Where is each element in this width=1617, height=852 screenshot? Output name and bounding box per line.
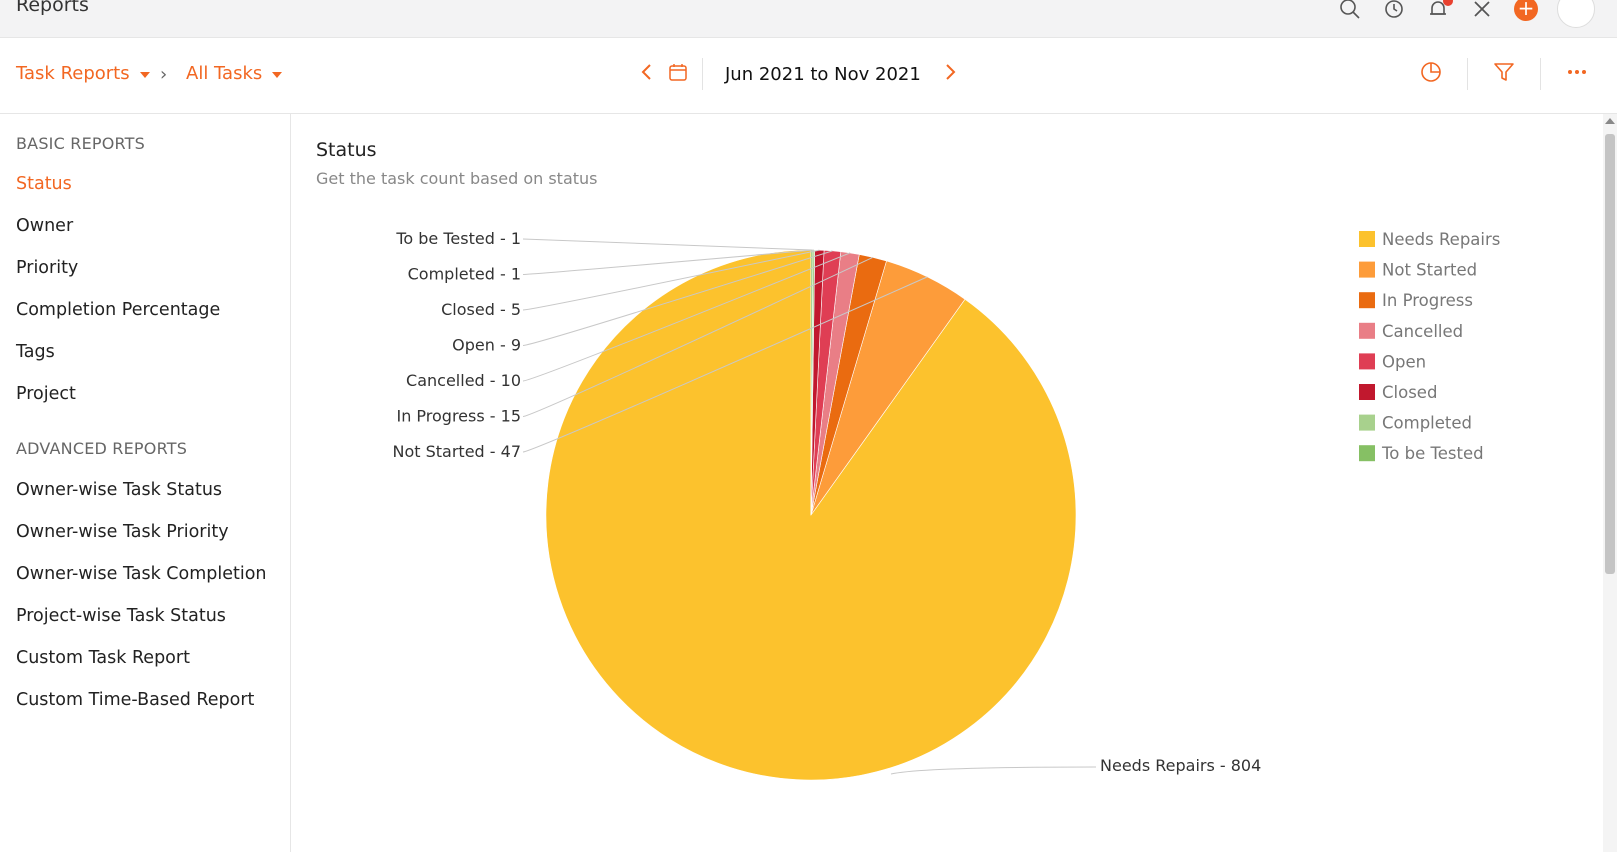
connector-line (522, 256, 874, 417)
legend-swatch-closed[interactable] (1359, 384, 1375, 400)
data-label-closed: Closed - 5 (441, 300, 521, 319)
avatar[interactable] (1557, 0, 1595, 28)
clock-icon[interactable] (1381, 0, 1407, 22)
data-label-not-started: Not Started - 47 (392, 442, 521, 461)
legend-label-not-started[interactable]: Not Started (1382, 261, 1477, 280)
report-type-dropdown[interactable]: Task Reports (16, 63, 150, 84)
filter-icon[interactable] (1492, 60, 1516, 88)
scroll-thumb[interactable] (1605, 134, 1615, 574)
date-range-label[interactable]: Jun 2021 to Nov 2021 (725, 63, 921, 85)
chart-type-icon[interactable] (1419, 60, 1443, 88)
data-label-in-progress: In Progress - 15 (396, 407, 521, 426)
connector-line (522, 238, 812, 251)
basic-reports-heading: BASIC REPORTS (16, 134, 146, 153)
next-range-icon[interactable] (943, 63, 957, 85)
task-filter-dropdown[interactable]: All Tasks (186, 63, 283, 84)
scrollbar[interactable] (1603, 114, 1617, 852)
connector-line (522, 249, 820, 311)
report-toolbar: Task Reports › All Tasks Jun 2021 to Nov… (0, 38, 1617, 114)
sidebar-item-project-wise-task-status[interactable]: Project-wise Task Status (16, 606, 226, 626)
breadcrumb-separator-icon: › (160, 64, 168, 85)
sidebar-item-completion-percentage[interactable]: Completion Percentage (16, 300, 221, 320)
legend-label-to-be-tested[interactable]: To be Tested (1381, 444, 1484, 463)
task-filter-label: All Tasks (186, 63, 263, 84)
prev-range-icon[interactable] (640, 63, 654, 85)
sidebar-item-custom-task-report[interactable]: Custom Task Report (16, 648, 190, 668)
legend-swatch-not-started[interactable] (1359, 261, 1375, 278)
app-title: Reports (16, 0, 89, 16)
legend-swatch-in-progress[interactable] (1359, 292, 1375, 309)
date-navigator: Jun 2021 to Nov 2021 (640, 58, 957, 90)
calendar-icon[interactable] (668, 62, 688, 86)
legend-label-open[interactable]: Open (1382, 352, 1426, 371)
tools-icon[interactable] (1469, 0, 1495, 22)
sidebar-item-custom-time-based-report[interactable]: Custom Time-Based Report (16, 690, 255, 710)
legend-label-cancelled[interactable]: Cancelled (1382, 322, 1463, 341)
sidebar-item-tags[interactable]: Tags (16, 342, 55, 362)
legend-swatch-needs-repairs[interactable] (1359, 231, 1375, 247)
advanced-reports-heading: ADVANCED REPORTS (16, 439, 188, 458)
connector-line (890, 766, 1097, 775)
report-subtitle: Get the task count based on status (316, 169, 598, 188)
legend-swatch-open[interactable] (1359, 353, 1375, 370)
legend-swatch-cancelled[interactable] (1359, 322, 1375, 339)
bell-icon[interactable] (1425, 0, 1453, 22)
report-panel: Status Get the task count based on statu… (291, 114, 1617, 852)
sidebar-item-owner-wise-task-status[interactable]: Owner-wise Task Status (16, 480, 223, 500)
data-label-cancelled: Cancelled - 10 (406, 371, 521, 390)
legend-label-closed[interactable]: Closed (1382, 383, 1437, 402)
data-label-to-be-tested: To be Tested - 1 (395, 229, 521, 248)
sidebar-item-status[interactable]: Status (16, 174, 72, 194)
divider (1467, 58, 1468, 90)
sidebar-item-project[interactable]: Project (16, 384, 76, 404)
legend-swatch-to-be-tested[interactable] (1359, 445, 1375, 462)
status-pie-chart: To be Tested - 1 Completed - 1 Closed - 5 O… (392, 229, 1500, 781)
sidebar-item-owner-wise-task-priority[interactable]: Owner-wise Task Priority (16, 522, 229, 542)
legend-label-in-progress[interactable]: In Progress (1382, 291, 1473, 310)
divider (1540, 58, 1541, 90)
connector-line (522, 252, 851, 382)
chevron-down-icon (272, 72, 283, 78)
plus-icon[interactable]: + (1513, 0, 1539, 22)
chevron-down-icon (139, 72, 150, 78)
connector-line (522, 276, 928, 453)
scroll-up-icon[interactable] (1605, 118, 1615, 124)
report-tools (1419, 58, 1589, 90)
connector-line (522, 249, 814, 275)
sidebar: BASIC REPORTS Status Owner Priority Comp… (0, 114, 291, 852)
sidebar-item-owner[interactable]: Owner (16, 216, 74, 236)
sidebar-item-owner-wise-task-completion[interactable]: Owner-wise Task Completion (16, 564, 267, 584)
data-label-completed: Completed - 1 (408, 265, 521, 284)
sidebar-item-priority[interactable]: Priority (16, 258, 79, 278)
data-label-needs-repairs: Needs Repairs - 804 (1100, 756, 1261, 775)
data-label-open: Open - 9 (452, 336, 521, 355)
top-bar: Reports + (0, 0, 1617, 38)
report-title: Status (316, 139, 377, 161)
notification-badge (1443, 0, 1453, 6)
search-icon[interactable] (1337, 0, 1363, 22)
connector-line (522, 250, 833, 346)
divider (702, 58, 703, 90)
legend-swatch-completed[interactable] (1359, 414, 1375, 431)
legend-label-completed[interactable]: Completed (1382, 414, 1472, 433)
top-icons: + (1337, 0, 1595, 28)
legend-label-needs-repairs[interactable]: Needs Repairs (1382, 230, 1500, 249)
more-icon[interactable] (1565, 60, 1589, 88)
report-type-label: Task Reports (16, 63, 130, 84)
